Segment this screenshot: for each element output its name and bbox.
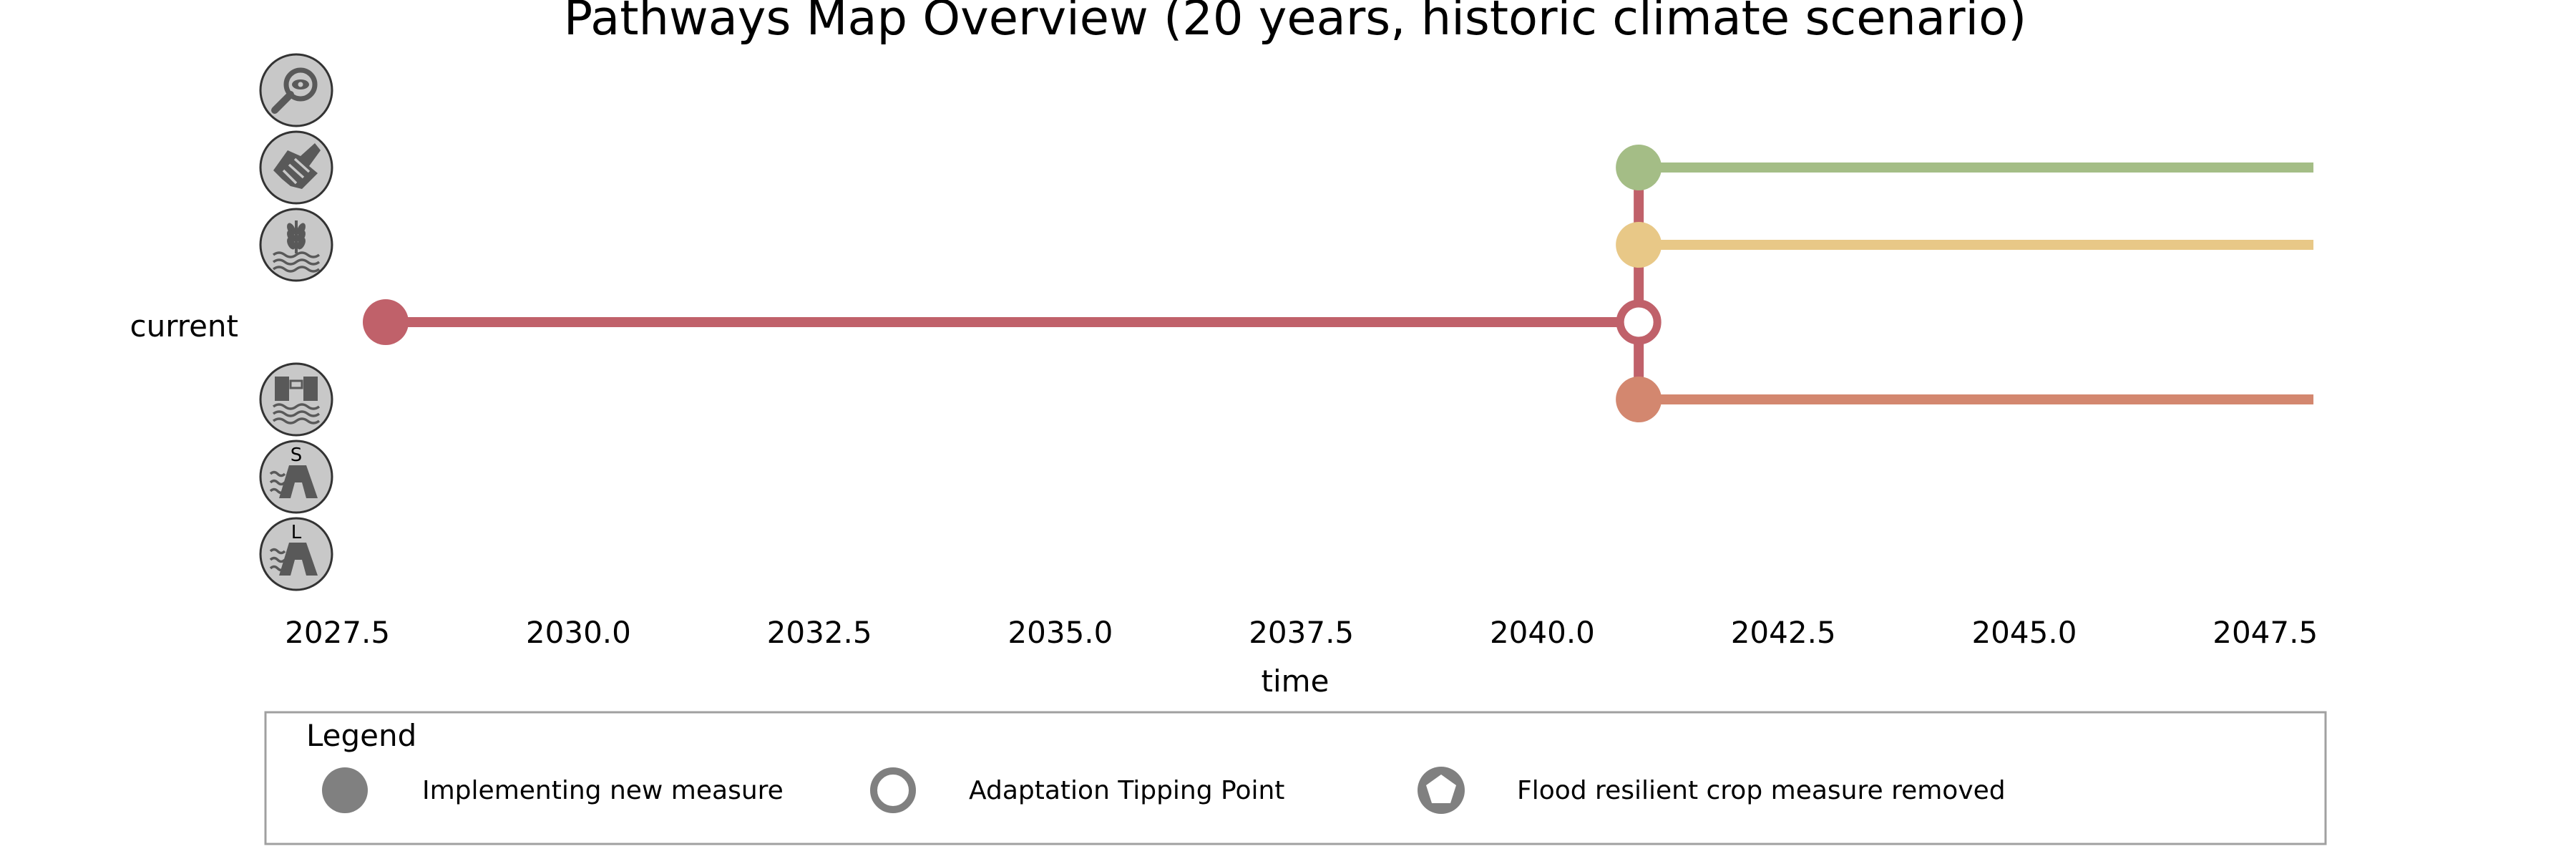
- x-tick-label: 2040.0: [1490, 615, 1595, 650]
- dike-size-letter: S: [291, 445, 303, 466]
- x-tick-label: 2042.5: [1731, 615, 1836, 650]
- dike-small-icon: S: [259, 440, 333, 514]
- legend-label-measure-removed: Flood resilient crop measure removed: [1517, 776, 2006, 805]
- legend-label-tipping-point: Adaptation Tipping Point: [969, 776, 1284, 805]
- dike-size-letter: L: [291, 522, 302, 543]
- flood-barrier-icon: [259, 362, 333, 437]
- dike-large-icon: L: [259, 517, 333, 591]
- legend: Legend Implementing new measure Adaptati…: [264, 711, 2327, 845]
- x-tick-label: 2045.0: [1971, 615, 2077, 650]
- implement-marker-cooperation: [1616, 145, 1662, 190]
- pathway-lines: [385, 162, 2314, 404]
- x-axis-label: time: [1262, 664, 1330, 699]
- pathway-markers: [362, 145, 1662, 422]
- handshake-icon: [259, 130, 333, 205]
- implement-marker-barrier: [1616, 377, 1662, 422]
- legend-frame: [264, 711, 2327, 845]
- x-tick-label: 2037.5: [1249, 615, 1354, 650]
- implement-marker-crops: [1616, 222, 1662, 268]
- x-tick-label: 2027.5: [285, 615, 390, 650]
- legend-marker-pentagon: [1426, 775, 1456, 803]
- legend-marker-filled-circle: [322, 767, 368, 813]
- x-tick-label: 2047.5: [2212, 615, 2318, 650]
- magnifier-eye-icon: [259, 53, 333, 127]
- legend-entry-implementing: Implementing new measure: [322, 767, 784, 813]
- legend-entry-measure-removed: Flood resilient crop measure removed: [1418, 767, 2006, 814]
- x-tick-label: 2032.5: [767, 615, 872, 650]
- flood-resilient-crop-icon: [259, 208, 333, 282]
- legend-title: Legend: [306, 718, 416, 753]
- legend-label-implementing: Implementing new measure: [422, 776, 784, 805]
- x-tick-label: 2035.0: [1008, 615, 1113, 650]
- implement-marker-current: [362, 299, 409, 345]
- legend-entry-tipping-point: Adaptation Tipping Point: [870, 767, 1284, 813]
- tipping-point-marker-current: [1616, 299, 1662, 345]
- x-axis: 2027.5 2030.0 2032.5 2035.0 2037.5 2040.0 2042…: [285, 615, 2318, 650]
- chart-title: Pathways Map Overview (20 years, histori…: [564, 0, 2026, 46]
- legend-marker-open-circle: [870, 767, 916, 813]
- measure-icons: SL: [259, 53, 333, 591]
- x-tick-label: 2030.0: [526, 615, 631, 650]
- row-label-current: current: [130, 309, 238, 344]
